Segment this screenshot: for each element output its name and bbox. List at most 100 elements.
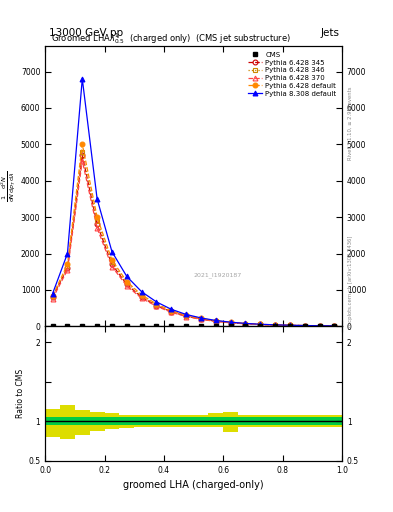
- Pythia 6.428 345: [184, 313, 189, 319]
- Pythia 8.308 default: [154, 299, 159, 305]
- Pythia 8.308 default: [184, 311, 189, 317]
- Pythia 8.308 default: [169, 306, 174, 312]
- Pythia 6.428 346: [80, 148, 84, 155]
- Pythia 6.428 346: [332, 323, 337, 329]
- Pythia 6.428 default: [154, 301, 159, 307]
- Y-axis label: Ratio to CMS: Ratio to CMS: [17, 369, 26, 418]
- Pythia 8.308 default: [243, 321, 248, 327]
- Pythia 6.428 370: [288, 323, 292, 329]
- Pythia 6.428 345: [198, 316, 203, 322]
- Pythia 6.428 346: [65, 263, 70, 269]
- CMS: [332, 323, 337, 329]
- CMS: [95, 323, 99, 329]
- Pythia 8.308 default: [198, 315, 203, 321]
- Pythia 6.428 346: [110, 259, 114, 265]
- Pythia 6.428 345: [95, 221, 99, 227]
- X-axis label: groomed LHA (charged-only): groomed LHA (charged-only): [123, 480, 264, 490]
- Line: Pythia 6.428 370: Pythia 6.428 370: [50, 158, 337, 328]
- Pythia 6.428 345: [80, 152, 84, 158]
- Text: Rivet 3.1.10, ≥ 2.9M events: Rivet 3.1.10, ≥ 2.9M events: [348, 86, 353, 160]
- Pythia 6.428 default: [228, 319, 233, 326]
- Pythia 6.428 default: [65, 261, 70, 267]
- Pythia 6.428 default: [303, 323, 307, 329]
- Pythia 6.428 346: [243, 321, 248, 327]
- Pythia 6.428 370: [213, 318, 218, 325]
- Pythia 6.428 370: [154, 303, 159, 309]
- Text: Groomed LHA$\lambda^1_{0.5}$  (charged only)  (CMS jet substructure): Groomed LHA$\lambda^1_{0.5}$ (charged on…: [51, 31, 291, 46]
- Pythia 6.428 default: [332, 323, 337, 329]
- Pythia 8.308 default: [228, 319, 233, 325]
- Pythia 8.308 default: [332, 323, 337, 329]
- Pythia 6.428 346: [317, 323, 322, 329]
- Pythia 8.308 default: [303, 323, 307, 329]
- Pythia 6.428 345: [258, 322, 263, 328]
- Pythia 6.428 370: [258, 322, 263, 328]
- Pythia 6.428 default: [273, 322, 277, 328]
- CMS: [80, 323, 84, 329]
- Pythia 6.428 346: [273, 322, 277, 328]
- CMS: [213, 323, 218, 329]
- Pythia 6.428 default: [95, 214, 99, 220]
- Line: Pythia 8.308 default: Pythia 8.308 default: [50, 76, 337, 328]
- Pythia 6.428 370: [198, 316, 203, 323]
- Pythia 6.428 346: [228, 319, 233, 326]
- Pythia 6.428 345: [50, 294, 55, 300]
- Pythia 8.308 default: [317, 323, 322, 329]
- Pythia 6.428 345: [169, 309, 174, 315]
- Line: CMS: CMS: [50, 324, 337, 329]
- Pythia 8.308 default: [50, 290, 55, 296]
- CMS: [303, 323, 307, 329]
- Pythia 6.428 345: [139, 294, 144, 300]
- Pythia 6.428 346: [139, 293, 144, 299]
- Pythia 6.428 345: [125, 282, 129, 288]
- Pythia 6.428 345: [303, 323, 307, 329]
- Text: 13000 GeV pp: 13000 GeV pp: [49, 28, 123, 38]
- Pythia 6.428 345: [332, 323, 337, 329]
- Pythia 6.428 370: [228, 320, 233, 326]
- Pythia 6.428 345: [243, 321, 248, 327]
- Pythia 6.428 370: [169, 309, 174, 315]
- Pythia 6.428 346: [288, 322, 292, 328]
- Legend: CMS, Pythia 6.428 345, Pythia 6.428 346, Pythia 6.428 370, Pythia 6.428 default,: CMS, Pythia 6.428 345, Pythia 6.428 346,…: [246, 50, 338, 99]
- Text: Jets: Jets: [321, 28, 340, 38]
- Pythia 8.308 default: [80, 76, 84, 82]
- CMS: [139, 323, 144, 329]
- Pythia 6.428 default: [213, 318, 218, 324]
- Pythia 6.428 370: [50, 295, 55, 302]
- Pythia 6.428 345: [110, 261, 114, 267]
- Pythia 6.428 345: [154, 303, 159, 309]
- Pythia 6.428 345: [65, 265, 70, 271]
- CMS: [50, 323, 55, 329]
- Pythia 6.428 default: [50, 293, 55, 299]
- CMS: [184, 323, 189, 329]
- Pythia 6.428 370: [125, 283, 129, 289]
- Pythia 6.428 346: [198, 316, 203, 322]
- Pythia 6.428 345: [228, 319, 233, 326]
- Pythia 6.428 370: [95, 225, 99, 231]
- Pythia 6.428 370: [243, 321, 248, 327]
- Pythia 6.428 345: [273, 322, 277, 328]
- Pythia 6.428 default: [80, 141, 84, 147]
- Pythia 6.428 346: [184, 313, 189, 319]
- Pythia 6.428 346: [169, 308, 174, 314]
- Pythia 8.308 default: [125, 273, 129, 280]
- Pythia 6.428 346: [303, 323, 307, 329]
- Pythia 6.428 346: [213, 318, 218, 324]
- CMS: [169, 323, 174, 329]
- Line: Pythia 6.428 346: Pythia 6.428 346: [50, 149, 337, 328]
- CMS: [288, 323, 292, 329]
- Pythia 6.428 default: [317, 323, 322, 329]
- Pythia 8.308 default: [110, 249, 114, 255]
- CMS: [243, 323, 248, 329]
- Line: Pythia 6.428 345: Pythia 6.428 345: [50, 153, 337, 328]
- CMS: [317, 323, 322, 329]
- Pythia 6.428 345: [213, 318, 218, 324]
- Pythia 6.428 default: [184, 312, 189, 318]
- CMS: [154, 323, 159, 329]
- Pythia 8.308 default: [65, 250, 70, 257]
- Pythia 6.428 346: [154, 302, 159, 308]
- Text: mcplots.cern.ch [arXiv:1306.3436]: mcplots.cern.ch [arXiv:1306.3436]: [348, 236, 353, 327]
- Pythia 8.308 default: [258, 321, 263, 327]
- Pythia 8.308 default: [139, 289, 144, 295]
- Pythia 6.428 370: [273, 322, 277, 328]
